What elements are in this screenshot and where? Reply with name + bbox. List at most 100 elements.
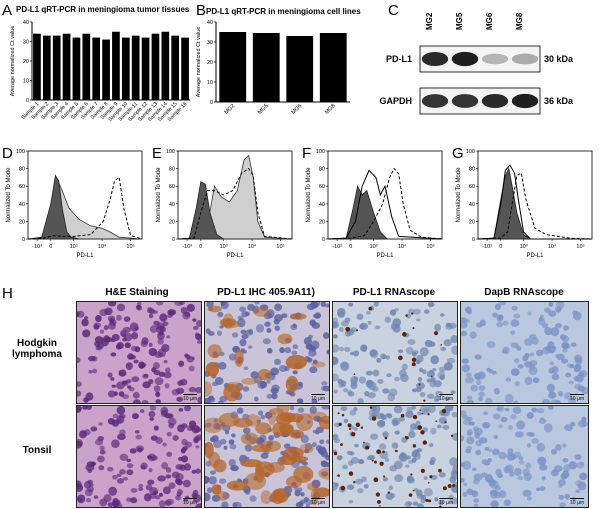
cell-nucleus xyxy=(514,381,520,387)
cell-nucleus xyxy=(166,451,173,457)
cell-nucleus xyxy=(415,420,421,425)
rnascope-dot xyxy=(360,426,364,429)
y-axis-label: Normalized To Mode xyxy=(456,167,462,223)
category-label: MG6 xyxy=(290,103,303,116)
cell-nucleus xyxy=(548,302,554,307)
cell-nucleus xyxy=(555,444,562,451)
cell-nucleus xyxy=(274,314,283,322)
cell-nucleus xyxy=(466,445,473,451)
cell-nucleus xyxy=(181,455,189,463)
rnascope-dot xyxy=(412,327,415,330)
pdl1-stain xyxy=(318,467,329,480)
bar xyxy=(121,37,130,100)
cell-nucleus xyxy=(319,439,325,445)
blot-band xyxy=(511,53,539,65)
pdl1-stain xyxy=(285,375,299,393)
cell-nucleus xyxy=(518,460,525,465)
cell-nucleus xyxy=(130,497,138,504)
cell-nucleus xyxy=(191,469,197,474)
cell-nucleus xyxy=(333,373,339,382)
cell-nucleus xyxy=(241,311,249,318)
micrograph-rnascope-hodgkin: 10 µm xyxy=(332,301,458,404)
scale-bar xyxy=(439,498,453,499)
lane-label: MG2 xyxy=(425,12,434,30)
pdl1-stain xyxy=(277,333,293,345)
cell-nucleus xyxy=(372,406,377,411)
cell-nucleus xyxy=(340,406,348,412)
rnascope-dot xyxy=(430,375,433,378)
y-tick-label: 20 xyxy=(319,219,325,225)
cell-nucleus xyxy=(196,320,201,327)
cell-nucleus xyxy=(512,406,522,415)
cell-nucleus xyxy=(132,399,141,403)
rnascope-dot xyxy=(420,430,425,435)
pdl1-stain xyxy=(226,480,248,491)
histogram-dashed xyxy=(177,167,293,240)
scale-label: 10 µm xyxy=(439,500,453,506)
cell-nucleus xyxy=(517,364,524,369)
rnascope-dot xyxy=(353,373,356,376)
cell-nucleus xyxy=(112,413,119,419)
cell-nucleus xyxy=(147,455,152,459)
cell-nucleus xyxy=(255,323,265,333)
x-tick-label: -10³ xyxy=(32,244,42,250)
pdl1-stain xyxy=(253,306,270,317)
cell-nucleus xyxy=(473,498,480,503)
cell-nucleus xyxy=(542,398,551,403)
cell-nucleus xyxy=(377,378,384,384)
cell-nucleus xyxy=(539,464,548,471)
cell-nucleus xyxy=(513,400,519,403)
cell-nucleus xyxy=(116,473,122,477)
cell-nucleus xyxy=(85,406,93,410)
cell-nucleus xyxy=(268,435,274,441)
cell-nucleus xyxy=(563,325,569,331)
pdl1-stain xyxy=(224,382,244,393)
rnascope-dot xyxy=(355,422,361,428)
x-tick-label: 0 xyxy=(199,244,202,250)
cell-nucleus xyxy=(369,349,379,359)
cell-nucleus xyxy=(526,431,533,437)
cell-nucleus xyxy=(157,475,166,482)
rnascope-dot xyxy=(411,357,417,363)
cell-nucleus xyxy=(532,377,540,384)
cell-nucleus xyxy=(340,380,347,386)
cell-nucleus xyxy=(147,479,155,485)
cell-nucleus xyxy=(365,379,374,388)
cell-nucleus xyxy=(148,342,153,348)
y-tick-label: 80 xyxy=(319,167,325,173)
cell-nucleus xyxy=(371,386,379,392)
cell-nucleus xyxy=(478,437,488,444)
category-label: MG8 xyxy=(324,103,337,116)
cell-nucleus xyxy=(309,366,318,374)
cell-nucleus xyxy=(248,328,254,334)
cell-nucleus xyxy=(333,356,339,366)
cell-nucleus xyxy=(320,460,328,468)
x-tick-label: 10⁴ xyxy=(248,243,257,250)
cell-nucleus xyxy=(243,427,251,435)
scale-label: 10 µm xyxy=(570,396,584,402)
y-tick-label: 40 xyxy=(169,202,175,208)
cell-nucleus xyxy=(129,448,137,454)
cell-nucleus xyxy=(558,479,566,486)
cell-nucleus xyxy=(450,335,457,344)
cell-nucleus xyxy=(555,302,565,310)
cell-nucleus xyxy=(186,303,195,312)
cell-nucleus xyxy=(164,383,170,389)
y-tick-label: 20 xyxy=(169,219,175,225)
scale-bar xyxy=(570,394,584,395)
x-tick-label: 10³ xyxy=(370,244,378,250)
cell-nucleus xyxy=(333,433,338,439)
cell-nucleus xyxy=(486,367,491,372)
rnascope-dot xyxy=(423,399,426,402)
cell-nucleus xyxy=(427,393,435,399)
cell-nucleus xyxy=(205,475,210,484)
cell-nucleus xyxy=(416,494,424,499)
rnascope-dot xyxy=(387,491,390,494)
cell-nucleus xyxy=(461,434,465,442)
cell-nucleus xyxy=(271,384,280,392)
rnascope-dot xyxy=(368,306,372,311)
y-tick-label: 40 xyxy=(19,202,25,208)
cell-nucleus xyxy=(300,492,305,497)
cell-nucleus xyxy=(350,375,359,384)
cell-nucleus xyxy=(548,310,557,317)
